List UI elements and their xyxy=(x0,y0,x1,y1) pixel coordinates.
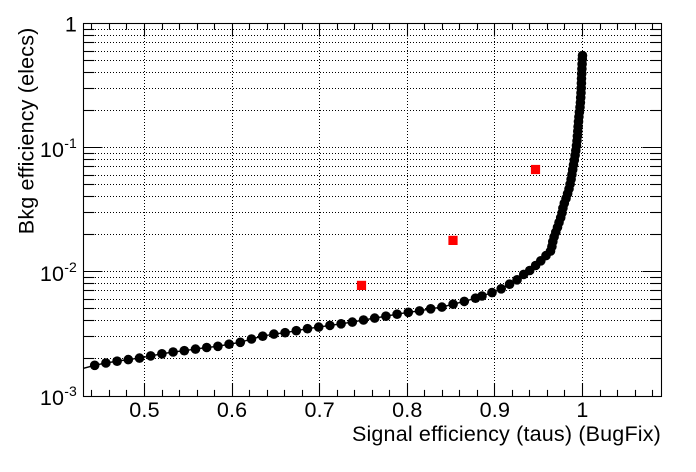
svg-text:0.8: 0.8 xyxy=(392,398,422,422)
svg-text:Bkg efficiency (elecs): Bkg efficiency (elecs) xyxy=(15,28,39,235)
svg-text:10-2: 10-2 xyxy=(40,259,77,286)
svg-text:0.6: 0.6 xyxy=(217,398,247,422)
svg-text:0.9: 0.9 xyxy=(480,398,510,422)
svg-text:1: 1 xyxy=(65,13,77,37)
svg-text:0.7: 0.7 xyxy=(304,398,334,422)
svg-text:0.5: 0.5 xyxy=(129,398,159,422)
svg-text:10-1: 10-1 xyxy=(40,135,77,162)
svg-text:1: 1 xyxy=(576,398,588,422)
svg-text:10-3: 10-3 xyxy=(40,383,77,410)
svg-text:Signal efficiency (taus) (BugF: Signal efficiency (taus) (BugFix) xyxy=(352,422,661,446)
